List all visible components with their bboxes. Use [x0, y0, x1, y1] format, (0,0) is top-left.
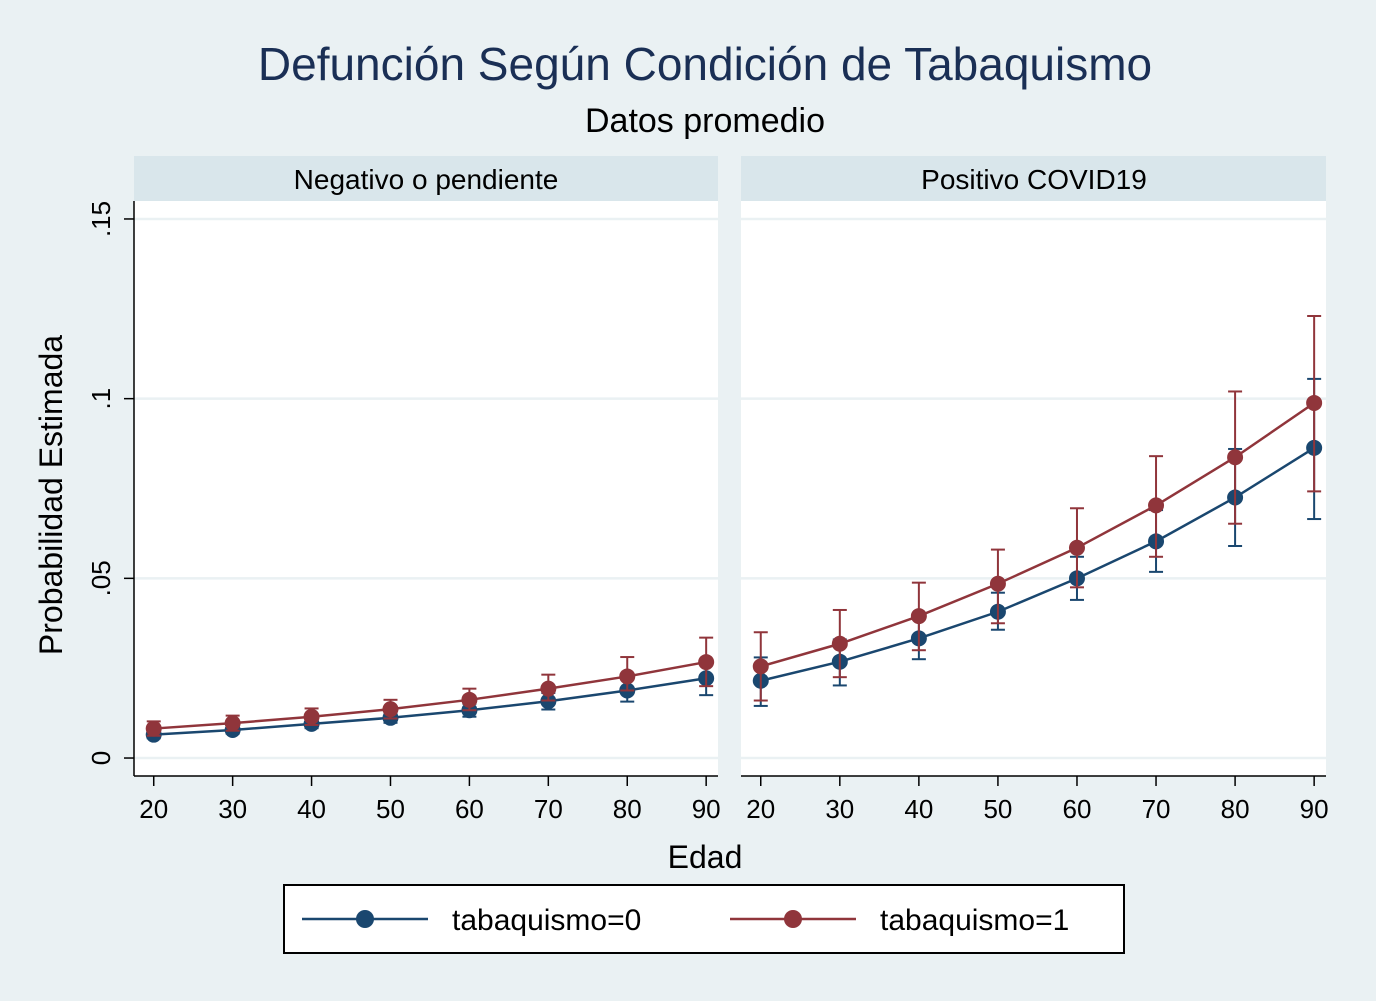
data-point [145, 720, 162, 737]
panel-strip [741, 156, 1326, 201]
x-tick-label: 50 [983, 794, 1012, 824]
data-point [224, 715, 241, 732]
x-tick-label: 80 [613, 794, 642, 824]
panel-plot: 20 30 40 50 60 70 80 90 [741, 217, 1329, 824]
data-point [831, 635, 848, 652]
panel-plot: 20 30 40 50 60 70 80 90 [134, 217, 721, 824]
y-tick-label: .1 [86, 388, 116, 410]
chart-title: Defunción Según Condición de Tabaquismo [258, 38, 1152, 90]
x-tick-label: 80 [1221, 794, 1250, 824]
x-tick-label: 20 [139, 794, 168, 824]
data-point [1306, 394, 1323, 411]
x-tick-label: 60 [1063, 794, 1092, 824]
series-line [760, 401, 1315, 668]
x-tick-label: 60 [455, 794, 484, 824]
legend-label: tabaquismo=1 [880, 904, 1069, 937]
legend-item: tabaquismo=0 [302, 904, 641, 937]
x-tick-label: 40 [297, 794, 326, 824]
y-axis-title: Probabilidad Estimada [33, 335, 69, 655]
data-point [540, 680, 557, 697]
panel-strip [134, 156, 718, 201]
data-point [989, 575, 1006, 592]
x-tick-label: 30 [218, 794, 247, 824]
x-tick-label: 70 [1142, 794, 1171, 824]
x-tick-label: 30 [825, 794, 854, 824]
y-tick-label: .05 [86, 560, 116, 596]
data-point [461, 691, 478, 708]
x-tick-label: 90 [692, 794, 721, 824]
x-axis-title: Edad [668, 839, 743, 875]
legend-items: tabaquismo=0 tabaquismo=1 [302, 904, 1069, 937]
data-point [1227, 449, 1244, 466]
legend: tabaquismo=0 tabaquismo=1 [283, 884, 1125, 954]
legend-marker [784, 910, 802, 928]
x-tick-label: 40 [904, 794, 933, 824]
plot-area [741, 201, 1326, 776]
series-line [153, 660, 707, 730]
data-point [698, 654, 715, 671]
y-tick-label: .15 [86, 201, 116, 237]
data-point [1148, 497, 1165, 514]
series-tabaquismo-1 [752, 315, 1323, 702]
legend-label: tabaquismo=0 [452, 904, 641, 937]
data-point [303, 708, 320, 725]
data-point [382, 701, 399, 718]
data-point [752, 658, 769, 675]
series-line [760, 446, 1315, 682]
x-tick-label: 20 [746, 794, 775, 824]
data-point [1068, 539, 1085, 556]
panel-negativo: Negativo o pendiente 20 30 40 50 60 70 80 90 [134, 156, 721, 824]
x-tick-label: 90 [1300, 794, 1329, 824]
legend-marker [356, 910, 374, 928]
y-axis: 0 .05 .1 .15 [86, 201, 135, 776]
y-tick-label: 0 [86, 751, 116, 765]
x-tick-label: 70 [534, 794, 563, 824]
series-line [153, 677, 707, 736]
panel-label: Positivo COVID19 [921, 164, 1147, 195]
data-point [910, 608, 927, 625]
data-point [619, 668, 636, 685]
chart-subtitle: Datos promedio [585, 102, 825, 140]
panel-label: Negativo o pendiente [294, 164, 559, 195]
legend-item: tabaquismo=1 [730, 904, 1069, 937]
series-tabaquismo-1 [145, 636, 715, 737]
x-tick-label: 50 [376, 794, 405, 824]
panel-positivo: Positivo COVID19 20 30 40 50 60 70 80 90 [741, 156, 1329, 824]
